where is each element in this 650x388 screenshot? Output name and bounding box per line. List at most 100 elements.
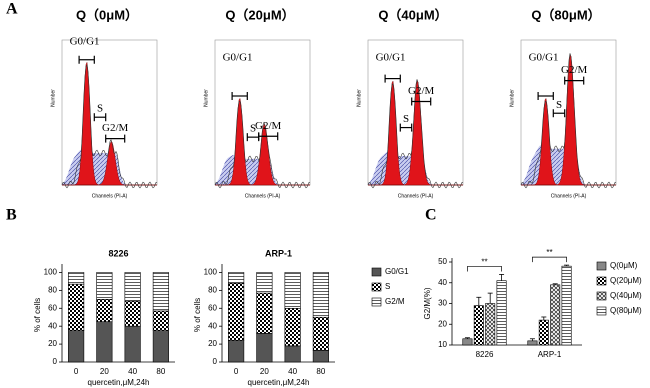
- bar: [550, 284, 561, 346]
- bar-segment: [124, 325, 141, 363]
- bar: [485, 303, 496, 346]
- flow-y-label: Number: [356, 89, 362, 107]
- flow-y-label: Number: [203, 89, 209, 107]
- y-tick-label: 60: [48, 303, 57, 312]
- y-tick-label: 100: [204, 268, 218, 277]
- legend-swatch: [596, 261, 607, 271]
- gate-label: G0/G1: [223, 52, 253, 64]
- bar-segment: [124, 300, 141, 327]
- flow-title: Q（80μM）: [531, 7, 600, 22]
- gate-label: S: [97, 103, 103, 115]
- legend-label: Q(40μM): [610, 291, 642, 300]
- flow-y-label: Number: [509, 89, 515, 107]
- bar-segment: [152, 310, 169, 331]
- legend-label: Q(20μM): [610, 276, 642, 285]
- legend-swatch: [596, 291, 607, 301]
- bar: [473, 305, 484, 346]
- y-tick-label: 60: [208, 303, 217, 312]
- bar-segment: [68, 283, 85, 331]
- gate-label: G0/G1: [70, 35, 100, 47]
- x-tick-label: 40: [288, 367, 297, 376]
- legend-swatch: [371, 267, 382, 277]
- y-tick-label: 80: [208, 285, 217, 294]
- bar-segment: [124, 272, 141, 302]
- gate-label: G2/M: [255, 120, 282, 132]
- bar-segment: [256, 292, 273, 334]
- y-tick-label: 0: [213, 357, 218, 366]
- chart-title: 8226: [108, 248, 128, 258]
- bar-segment: [312, 350, 329, 363]
- x-tick-label: 20: [260, 367, 269, 376]
- bar: [462, 338, 473, 346]
- y-tick-label: 40: [48, 321, 57, 330]
- gate-label: S: [250, 123, 256, 135]
- flow-x-label: Channels (PI-A): [92, 193, 128, 199]
- flow-title: Q（0μM）: [76, 7, 138, 22]
- bar: [527, 340, 538, 346]
- legend-label: G0/G1: [385, 267, 409, 276]
- significance-bracket: [467, 266, 502, 272]
- x-tick-label: 40: [128, 367, 137, 376]
- bar-segment: [152, 272, 169, 312]
- bar-segment: [96, 272, 113, 300]
- bar-segment: [284, 307, 301, 347]
- x-tick-label: 8226: [476, 350, 494, 359]
- gate-label: G0/G1: [376, 52, 406, 64]
- x-tick-label: 80: [316, 367, 325, 376]
- x-tick-label: 0: [74, 367, 79, 376]
- y-tick-label: 30: [438, 299, 447, 308]
- y-axis-label: % of cells: [33, 298, 42, 332]
- bar-segment: [96, 321, 113, 363]
- x-tick-label: 0: [234, 367, 239, 376]
- legend-swatch: [596, 276, 607, 286]
- bar-segment: [228, 282, 245, 341]
- significance-label: **: [546, 248, 552, 257]
- flow-x-label: Channels (PI-A): [398, 193, 434, 199]
- flow-g2-peak: [215, 124, 310, 186]
- gate-label: G2/M: [102, 122, 129, 134]
- y-tick-label: 100: [44, 268, 58, 277]
- flow-x-label: Channels (PI-A): [551, 193, 587, 199]
- bar-segment: [312, 316, 329, 351]
- legend-swatch: [371, 297, 382, 307]
- bar-segment: [256, 272, 273, 294]
- y-axis-label: G2/M(%): [423, 287, 432, 319]
- y-tick-label: 50: [438, 257, 447, 266]
- bar: [561, 265, 572, 346]
- gate-label: S: [403, 113, 409, 125]
- bar-segment: [68, 330, 85, 363]
- y-tick-label: 20: [438, 319, 447, 328]
- y-tick-label: 40: [438, 278, 447, 287]
- flow-trace: [61, 64, 158, 189]
- bar-segment: [68, 272, 85, 285]
- legend-label: G2/M: [385, 297, 405, 306]
- flow-g2-peak: [62, 141, 157, 186]
- legend-swatch: [371, 282, 382, 292]
- y-axis-label: % of cells: [193, 298, 202, 332]
- legend-label: Q(0μM): [610, 261, 638, 270]
- legend-label: S: [385, 282, 390, 291]
- panel-label: C: [425, 207, 437, 224]
- y-tick-label: 20: [208, 339, 217, 348]
- bar: [496, 280, 507, 346]
- bar-segment: [152, 330, 169, 363]
- flow-x-label: Channels (PI-A): [245, 193, 281, 199]
- flow-title: Q（40μM）: [378, 7, 447, 22]
- legend-label: Q(80μM): [610, 306, 642, 315]
- legend-swatch: [596, 306, 607, 316]
- x-tick-label: ARP-1: [538, 350, 562, 359]
- flow-trace: [214, 100, 311, 189]
- bar-segment: [312, 272, 329, 318]
- bar: [538, 319, 549, 346]
- significance-bracket: [532, 256, 567, 263]
- bar-segment: [96, 299, 113, 323]
- gate-label: G0/G1: [529, 52, 559, 64]
- bar-segment: [228, 272, 245, 284]
- x-tick-label: 80: [156, 367, 165, 376]
- flow-trace: [367, 79, 464, 189]
- bar-segment: [228, 340, 245, 363]
- y-tick-label: 0: [53, 357, 58, 366]
- x-tick-label: 20: [100, 367, 109, 376]
- gate-label: G2/M: [561, 64, 588, 76]
